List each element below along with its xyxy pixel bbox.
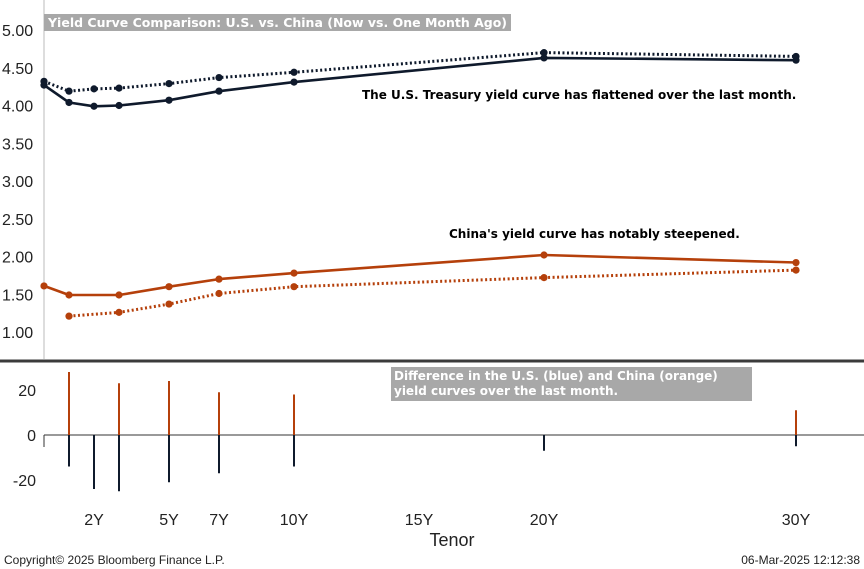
- china-solid-point[interactable]: [540, 251, 548, 259]
- us-dotted-point[interactable]: [165, 80, 173, 88]
- us-solid-point[interactable]: [65, 98, 73, 107]
- y-tick-label: 4.50: [2, 61, 33, 78]
- china-solid-point[interactable]: [65, 291, 73, 299]
- y-tick-label: 3.00: [2, 174, 33, 191]
- china-dotted-point[interactable]: [540, 274, 548, 282]
- bar-y-tick-label: 0: [27, 428, 36, 445]
- x-tick-label: 15Y: [405, 512, 434, 529]
- china-dotted-line: [68, 268, 797, 318]
- china-dotted-point[interactable]: [165, 300, 173, 308]
- us-dotted-point[interactable]: [215, 73, 223, 82]
- chart-title: Yield Curve Comparison: U.S. vs. China (…: [44, 14, 512, 31]
- y-tick-label: 1.00: [2, 325, 33, 342]
- us-dotted-point[interactable]: [792, 52, 800, 61]
- timestamp-text: 06-Mar-2025 12:12:38: [741, 553, 860, 567]
- copyright-text: Copyright© 2025 Bloomberg Finance L.P.: [4, 553, 225, 567]
- us-solid-point[interactable]: [215, 87, 223, 95]
- china-dotted-point[interactable]: [792, 266, 800, 274]
- x-tick-label: 7Y: [209, 512, 229, 529]
- china-solid-line: [43, 253, 797, 297]
- china-solid-point[interactable]: [165, 283, 173, 291]
- top-panel-series: [40, 49, 800, 320]
- us-annotation: The U.S. Treasury yield curve has flatte…: [362, 88, 796, 102]
- us-solid-point[interactable]: [290, 78, 298, 86]
- china-dotted-point[interactable]: [65, 312, 73, 320]
- us-dotted-point[interactable]: [540, 49, 548, 57]
- x-tick-label: 30Y: [782, 512, 811, 529]
- bottom-panel-bars: [68, 372, 797, 492]
- y-tick-label: 3.50: [2, 136, 33, 153]
- us-dotted-point[interactable]: [115, 84, 123, 92]
- china-dotted-point[interactable]: [290, 283, 298, 291]
- china-dotted-point[interactable]: [115, 308, 123, 316]
- bar-y-tick-label: -20: [13, 473, 36, 490]
- y-tick-label: 1.50: [2, 287, 33, 304]
- china-annotation: China's yield curve has notably steepene…: [449, 227, 740, 241]
- us-solid-point[interactable]: [90, 102, 98, 110]
- y-tick-label: 2.50: [2, 212, 33, 229]
- china-solid-point[interactable]: [40, 282, 48, 290]
- us-solid-point[interactable]: [540, 54, 548, 62]
- difference-annotation: Difference in the U.S. (blue) and China …: [391, 367, 752, 401]
- us-dotted-point[interactable]: [90, 85, 98, 93]
- x-tick-label: 20Y: [530, 512, 559, 529]
- y-tick-label: 4.00: [2, 99, 33, 116]
- x-tick-label: 5Y: [159, 512, 179, 529]
- x-axis-ticks: 2Y 5Y 7Y 10Y 15Y 20Y 30Y: [84, 512, 810, 529]
- china-solid-point[interactable]: [792, 258, 800, 267]
- x-tick-label: 10Y: [280, 512, 309, 529]
- china-solid-point[interactable]: [115, 291, 123, 299]
- y-tick-label: 5.00: [2, 23, 33, 40]
- us-solid-point[interactable]: [165, 96, 173, 104]
- china-dotted-point[interactable]: [215, 289, 223, 298]
- us-solid-point[interactable]: [115, 101, 123, 110]
- us-dotted-point[interactable]: [290, 68, 298, 76]
- us-dotted-point[interactable]: [40, 77, 48, 85]
- bottom-panel-axis: 20 0 -20: [13, 383, 864, 490]
- x-tick-label: 2Y: [84, 512, 104, 529]
- china-solid-point[interactable]: [215, 275, 223, 283]
- y-tick-label: 2.00: [2, 250, 33, 267]
- top-panel-axis: 1.00 1.50 2.00 2.50 3.00 3.50 4.00 4.50 5.00: [2, 0, 45, 359]
- china-solid-point[interactable]: [290, 269, 298, 277]
- bar-y-tick-label: 20: [18, 383, 36, 400]
- us-dotted-point[interactable]: [65, 87, 73, 95]
- x-axis-label: Tenor: [429, 530, 475, 550]
